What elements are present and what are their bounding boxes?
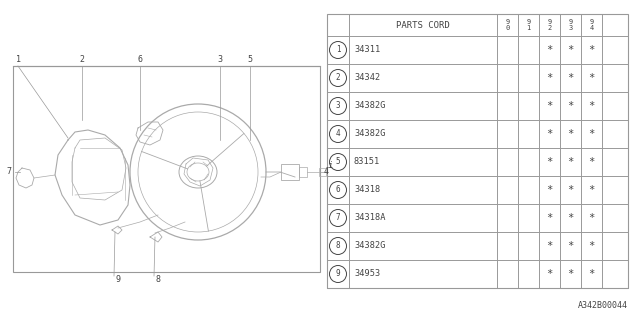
- Text: 1: 1: [16, 55, 21, 65]
- Text: 9
2: 9 2: [547, 19, 552, 31]
- Bar: [319, 168, 326, 176]
- Text: 34953: 34953: [354, 269, 380, 278]
- Text: *: *: [568, 241, 573, 251]
- Text: *: *: [547, 269, 552, 279]
- Text: 1: 1: [336, 45, 340, 54]
- Text: *: *: [568, 269, 573, 279]
- Text: 2: 2: [336, 74, 340, 83]
- Text: 8: 8: [336, 242, 340, 251]
- Text: 34382G: 34382G: [354, 101, 385, 110]
- Text: 34382G: 34382G: [354, 130, 385, 139]
- Text: 34382G: 34382G: [354, 242, 385, 251]
- Text: 4: 4: [336, 130, 340, 139]
- Text: *: *: [547, 101, 552, 111]
- Text: *: *: [588, 73, 595, 83]
- Text: *: *: [547, 185, 552, 195]
- Text: *: *: [547, 129, 552, 139]
- Text: 3: 3: [336, 101, 340, 110]
- Text: 9
3: 9 3: [568, 19, 573, 31]
- Text: *: *: [568, 101, 573, 111]
- Text: *: *: [547, 157, 552, 167]
- Text: *: *: [568, 157, 573, 167]
- Text: *: *: [547, 213, 552, 223]
- Text: *: *: [568, 73, 573, 83]
- Text: *: *: [547, 73, 552, 83]
- Text: 34318: 34318: [354, 186, 380, 195]
- Bar: [281, 164, 299, 180]
- Text: 34311: 34311: [354, 45, 380, 54]
- Text: 2: 2: [79, 55, 84, 65]
- Text: *: *: [588, 45, 595, 55]
- Text: 5: 5: [248, 55, 253, 65]
- Text: *: *: [568, 213, 573, 223]
- Text: 5: 5: [336, 157, 340, 166]
- Text: 34318A: 34318A: [354, 213, 385, 222]
- Text: i: i: [328, 161, 333, 170]
- Text: PARTS CORD: PARTS CORD: [396, 20, 450, 29]
- Text: A342B00044: A342B00044: [578, 300, 628, 309]
- Text: *: *: [588, 101, 595, 111]
- Text: 9: 9: [115, 276, 120, 284]
- Text: *: *: [588, 213, 595, 223]
- Text: 9: 9: [336, 269, 340, 278]
- Text: 9
0: 9 0: [506, 19, 509, 31]
- Text: 6: 6: [138, 55, 143, 65]
- Text: 4: 4: [324, 167, 329, 177]
- Text: *: *: [588, 241, 595, 251]
- Bar: [299, 167, 307, 177]
- Text: 7: 7: [6, 167, 12, 177]
- Bar: [13, 66, 320, 272]
- Text: 6: 6: [336, 186, 340, 195]
- Text: 83151: 83151: [354, 157, 380, 166]
- Text: 8: 8: [156, 276, 161, 284]
- Text: *: *: [568, 45, 573, 55]
- Text: 34342: 34342: [354, 74, 380, 83]
- Text: *: *: [588, 185, 595, 195]
- Text: *: *: [588, 269, 595, 279]
- Text: *: *: [547, 45, 552, 55]
- Bar: [327, 14, 628, 288]
- Text: 9
4: 9 4: [589, 19, 594, 31]
- Text: *: *: [588, 157, 595, 167]
- Text: 7: 7: [336, 213, 340, 222]
- Text: *: *: [547, 241, 552, 251]
- Text: 9
1: 9 1: [526, 19, 531, 31]
- Text: *: *: [568, 185, 573, 195]
- Text: *: *: [588, 129, 595, 139]
- Text: 3: 3: [218, 55, 223, 65]
- Text: *: *: [568, 129, 573, 139]
